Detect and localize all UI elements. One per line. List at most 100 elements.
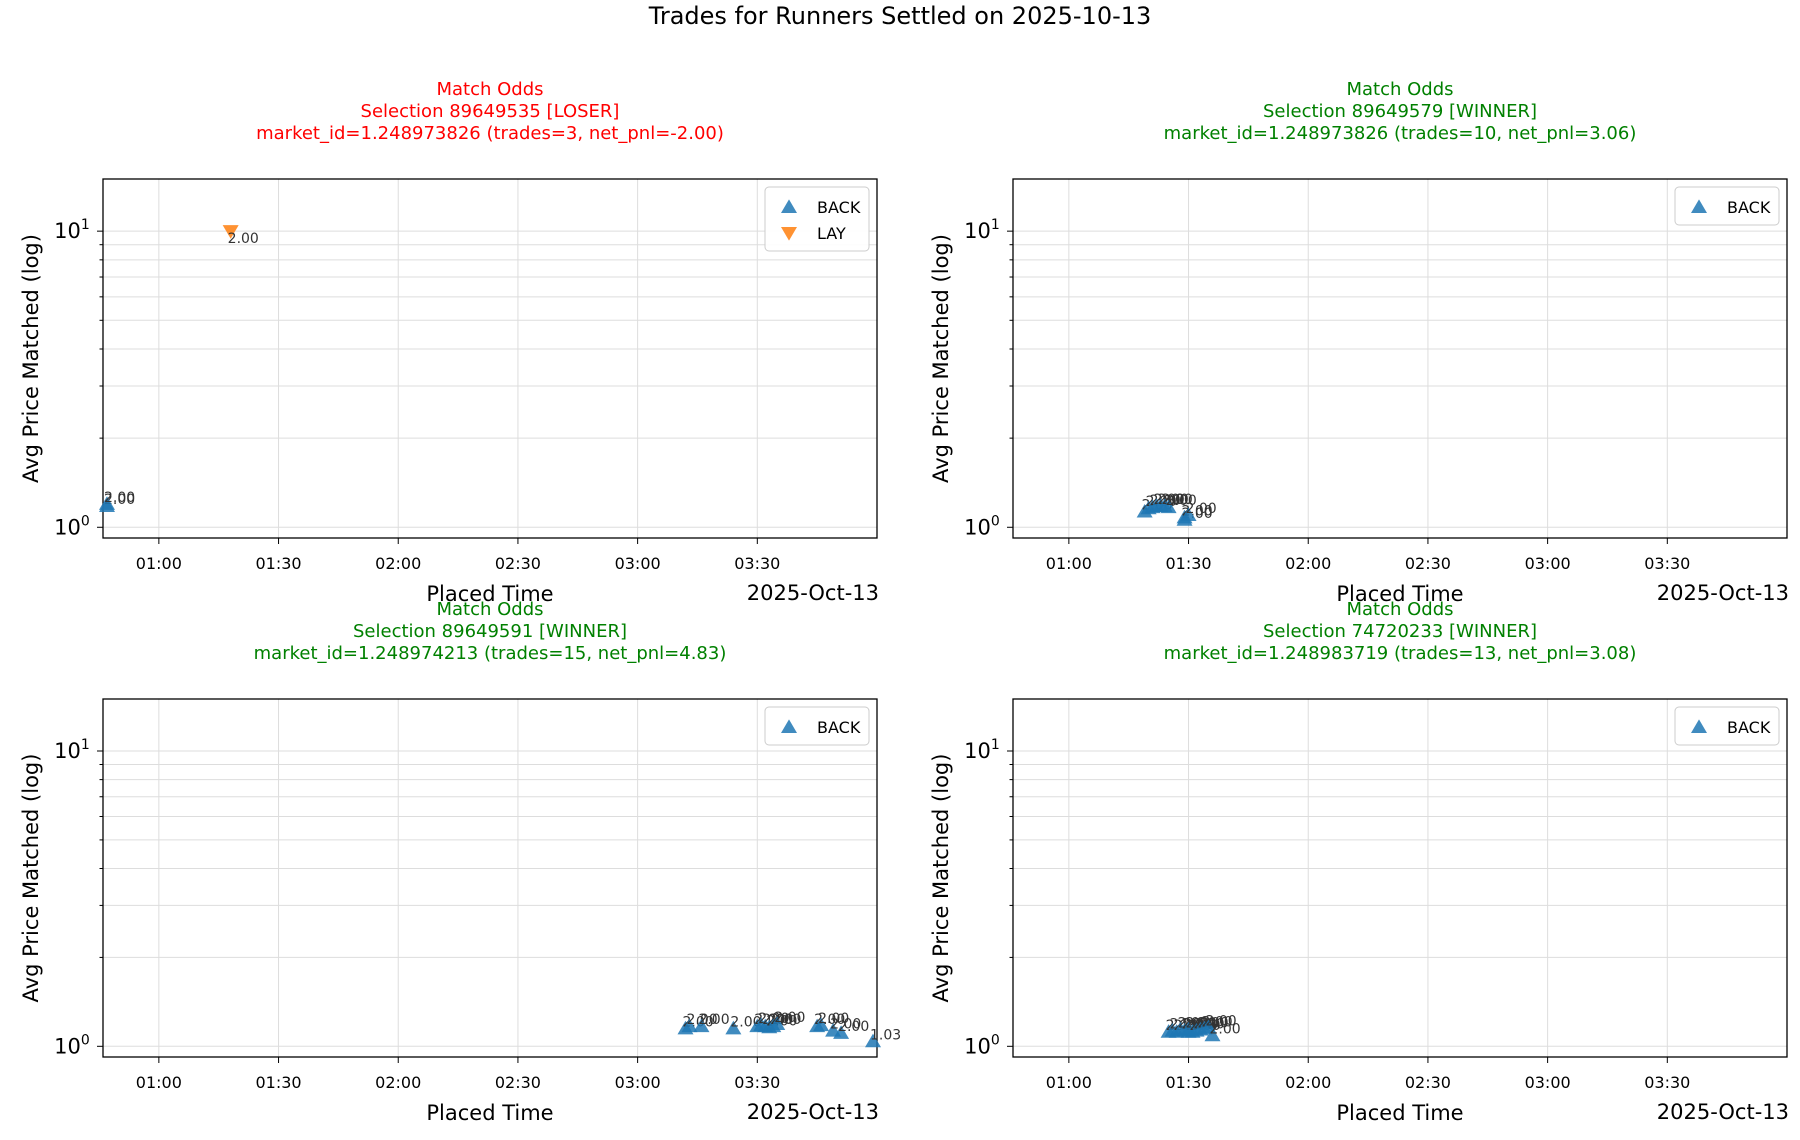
data-point-back [865,1033,882,1048]
x-tick-label: 02:30 [1405,554,1451,573]
data-label: 2.00 [818,1011,849,1027]
x-tick-label: 03:30 [734,1073,780,1092]
x-tick-label: 02:00 [375,554,421,573]
legend-box [764,706,870,746]
x-axis-label: Placed Time [1336,1101,1463,1125]
y-tick-label: 100 [964,513,1000,539]
axes-frame [1012,178,1788,539]
axes-frame [102,698,878,1058]
data-label: 2.00 [830,1017,861,1033]
figure-title: Trades for Runners Settled on 2025-10-13 [648,2,1152,30]
y-axis-label: Avg Price Matched (log) [19,234,43,483]
panel-title-line-1: Match Odds [436,599,543,620]
x-tick-label: 03:30 [1644,554,1690,573]
chart-panel-4: 01:00 01:30 02:00 02:30 03:00 03:30 100 101 Plac… [929,599,1789,1125]
legend-marker-back [1691,719,1707,733]
legend-box [1674,706,1780,746]
chart-panel-2: 01:00 01:30 02:00 02:30 03:00 03:30 100 101 Plac… [929,79,1789,606]
data-label: 2.00 [1166,493,1197,509]
panel-title-line-2: Selection 89649579 [WINNER] [1263,101,1537,122]
data-point-back [725,1020,742,1035]
panel-title-line-3: market_id=1.248974213 (trades=15, net_pn… [254,643,727,664]
legend-marker-back [781,719,797,733]
legend: BACK [764,706,870,746]
data-label: 2.00 [1209,1021,1240,1037]
legend-marker-back [781,199,797,213]
y-tick-label: 100 [54,513,90,539]
data-label: 2.00 [1205,1013,1236,1029]
panel-title-line-3: market_id=1.248973826 (trades=3, net_pnl… [256,123,724,144]
panel-title-line-2: Selection 89649535 [LOSER] [361,101,620,122]
y-tick-label: 101 [54,737,90,763]
data-point-back [769,1016,786,1030]
legend: BACK LAY [764,186,870,252]
x-tick-label: 03:30 [734,554,780,573]
panel-title-line-2: Selection 74720233 [WINNER] [1263,621,1537,642]
data-point-back [813,1017,830,1032]
x-date-label: 2025-Oct-13 [1657,1100,1789,1124]
data-label: 2.00 [104,490,135,506]
y-tick-label: 101 [54,217,90,243]
x-tick-label: 02:30 [495,554,541,573]
x-tick-label: 03:00 [1525,1073,1571,1092]
legend: BACK [1674,186,1780,226]
data-label: 2.00 [1186,501,1217,517]
y-axis-label: Avg Price Matched (log) [929,754,953,1003]
x-tick-label: 02:00 [375,1073,421,1092]
y-tick-label: 101 [964,217,1000,243]
panel-title-line-1: Match Odds [1346,599,1453,620]
data-point-back [1160,499,1177,514]
y-axis-label: Avg Price Matched (log) [19,754,43,1003]
panel-title-line-1: Match Odds [436,79,543,100]
x-tick-label: 03:00 [615,554,661,573]
data-point-lay [222,225,239,239]
data-point-back [98,496,115,510]
x-tick-label: 02:00 [1285,1073,1331,1092]
data-label: 2.00 [838,1019,869,1035]
x-tick-label: 02:00 [1285,554,1331,573]
data-label: 2.00 [774,1010,805,1026]
y-tick-label: 101 [964,737,1000,763]
axes-frame [1012,698,1788,1058]
x-tick-label: 01:30 [255,1073,301,1092]
panel-title-line-3: market_id=1.248973826 (trades=10, net_pn… [1164,123,1637,144]
y-axis-label: Avg Price Matched (log) [929,234,953,483]
x-tick-label: 03:30 [1644,1073,1690,1092]
x-tick-label: 02:30 [495,1073,541,1092]
data-label: 1.03 [870,1027,901,1043]
legend-label-back: BACK [1727,198,1771,217]
data-label: 2.00 [698,1012,729,1028]
chart-panel-1: 01:00 01:30 02:00 02:30 03:00 03:30 100 101 Plac… [19,79,879,606]
x-tick-label: 01:00 [136,1073,182,1092]
data-point-back [1180,507,1197,522]
legend-marker-lay [781,227,797,241]
data-point-back [833,1025,850,1039]
x-tick-label: 03:00 [615,1073,661,1092]
x-tick-label: 02:30 [1405,1073,1451,1092]
legend-label-lay: LAY [817,224,846,243]
x-axis-label: Placed Time [426,582,553,606]
chart-panel-3: 01:00 01:30 02:00 02:30 03:00 03:30 100 101 Plac… [19,599,901,1125]
x-tick-label: 01:00 [1046,554,1092,573]
legend-label-back: BACK [817,198,861,217]
x-tick-label: 01:30 [1165,554,1211,573]
legend-marker-back [1691,199,1707,213]
data-label: 2.00 [104,492,135,508]
x-tick-label: 01:30 [1165,1073,1211,1092]
x-axis-label: Placed Time [426,1101,553,1125]
legend: BACK [1674,706,1780,746]
axes-frame [102,178,878,539]
x-date-label: 2025-Oct-13 [747,581,879,605]
x-axis-label: Placed Time [1336,582,1463,606]
data-point-back [1204,1027,1221,1042]
legend-label-back: BACK [817,718,861,737]
legend-label-back: BACK [1727,718,1771,737]
panel-title-line-1: Match Odds [1346,79,1453,100]
x-date-label: 2025-Oct-13 [1657,581,1789,605]
x-tick-label: 01:30 [255,554,301,573]
x-date-label: 2025-Oct-13 [747,1100,879,1124]
panel-title-line-3: market_id=1.248983719 (trades=13, net_pn… [1164,643,1637,664]
x-tick-label: 01:00 [1046,1073,1092,1092]
